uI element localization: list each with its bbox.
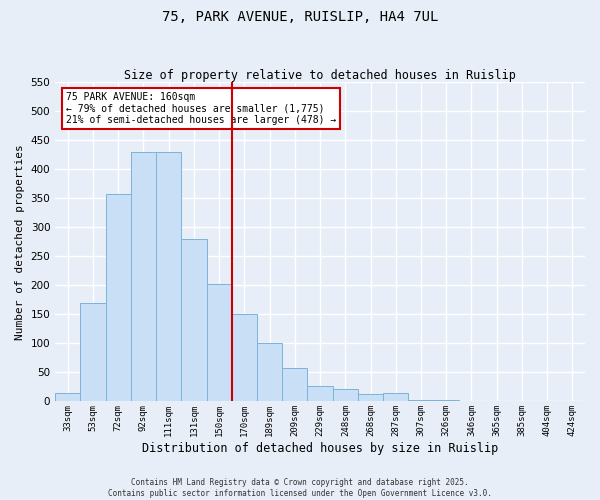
Bar	[55, 392, 80, 402]
Bar	[206, 284, 232, 402]
Bar	[282, 368, 307, 402]
X-axis label: Distribution of detached houses by size in Ruislip: Distribution of detached houses by size …	[142, 442, 498, 455]
Bar	[181, 239, 206, 402]
Bar	[156, 152, 181, 402]
Bar	[358, 394, 383, 402]
Bar	[80, 302, 106, 402]
Bar	[257, 344, 282, 402]
Title: Size of property relative to detached houses in Ruislip: Size of property relative to detached ho…	[124, 69, 516, 82]
Bar	[484, 401, 509, 402]
Bar	[106, 194, 131, 402]
Bar	[434, 400, 459, 402]
Text: Contains HM Land Registry data © Crown copyright and database right 2025.
Contai: Contains HM Land Registry data © Crown c…	[108, 478, 492, 498]
Bar	[131, 152, 156, 402]
Bar	[409, 400, 434, 402]
Bar	[232, 314, 257, 402]
Bar	[332, 388, 358, 402]
Y-axis label: Number of detached properties: Number of detached properties	[15, 144, 25, 340]
Bar	[383, 394, 409, 402]
Bar	[459, 401, 484, 402]
Bar	[307, 386, 332, 402]
Text: 75, PARK AVENUE, RUISLIP, HA4 7UL: 75, PARK AVENUE, RUISLIP, HA4 7UL	[162, 10, 438, 24]
Text: 75 PARK AVENUE: 160sqm
← 79% of detached houses are smaller (1,775)
21% of semi-: 75 PARK AVENUE: 160sqm ← 79% of detached…	[66, 92, 336, 125]
